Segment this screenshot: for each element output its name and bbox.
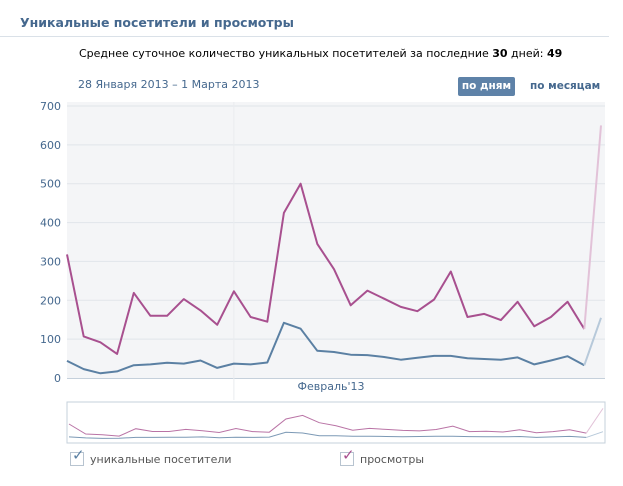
views-series-partial-segment: [583, 125, 602, 330]
y-tick-label: 500: [40, 178, 61, 191]
checkmark-icon: ✓: [342, 446, 355, 464]
summary-days-value: 30: [492, 47, 508, 60]
section-header: Уникальные посетители и просмотры: [0, 0, 609, 37]
checkmark-icon: ✓: [72, 446, 85, 464]
summary-prefix: Среднее суточное количество уникальных п…: [79, 47, 493, 60]
legend-visitors-label: уникальные посетители: [90, 453, 232, 466]
date-range[interactable]: 28 Января 2013 – 1 Марта 2013: [78, 78, 260, 91]
y-tick-label: 300: [40, 255, 61, 268]
visitors-series-preview-partial: [586, 431, 604, 438]
visitors-checkbox[interactable]: [70, 452, 84, 466]
y-tick-label: 200: [40, 294, 61, 307]
legend-views-label: просмотры: [360, 453, 425, 466]
views-series-preview-partial: [585, 408, 604, 434]
y-tick-label: 600: [40, 139, 61, 152]
visitors-series-preview-line: [68, 431, 587, 439]
line-chart: 0 100 200 300 400 500 600 700 Февраль'13: [40, 100, 606, 444]
y-tick-label: 400: [40, 217, 61, 230]
views-series-line: [66, 182, 586, 355]
views-series-preview-line: [68, 414, 587, 437]
y-tick-label: 0: [54, 372, 61, 385]
by-days-button[interactable]: по дням: [458, 77, 515, 96]
average-summary: Среднее суточное количество уникальных п…: [79, 47, 562, 60]
summary-average-value: 49: [546, 47, 563, 60]
views-checkbox[interactable]: [340, 452, 354, 466]
visitors-series-line: [66, 321, 585, 375]
plot-area: [67, 102, 605, 378]
section-title: Уникальные посетители и просмотры: [20, 15, 294, 30]
y-tick-label: 700: [40, 100, 61, 113]
visitors-series-partial-segment: [583, 317, 602, 366]
y-tick-label: 100: [40, 333, 61, 346]
by-months-button[interactable]: по месяцам: [530, 80, 601, 92]
x-axis-month-label: Февраль'13: [298, 380, 365, 393]
summary-middle: дней:: [507, 47, 547, 60]
